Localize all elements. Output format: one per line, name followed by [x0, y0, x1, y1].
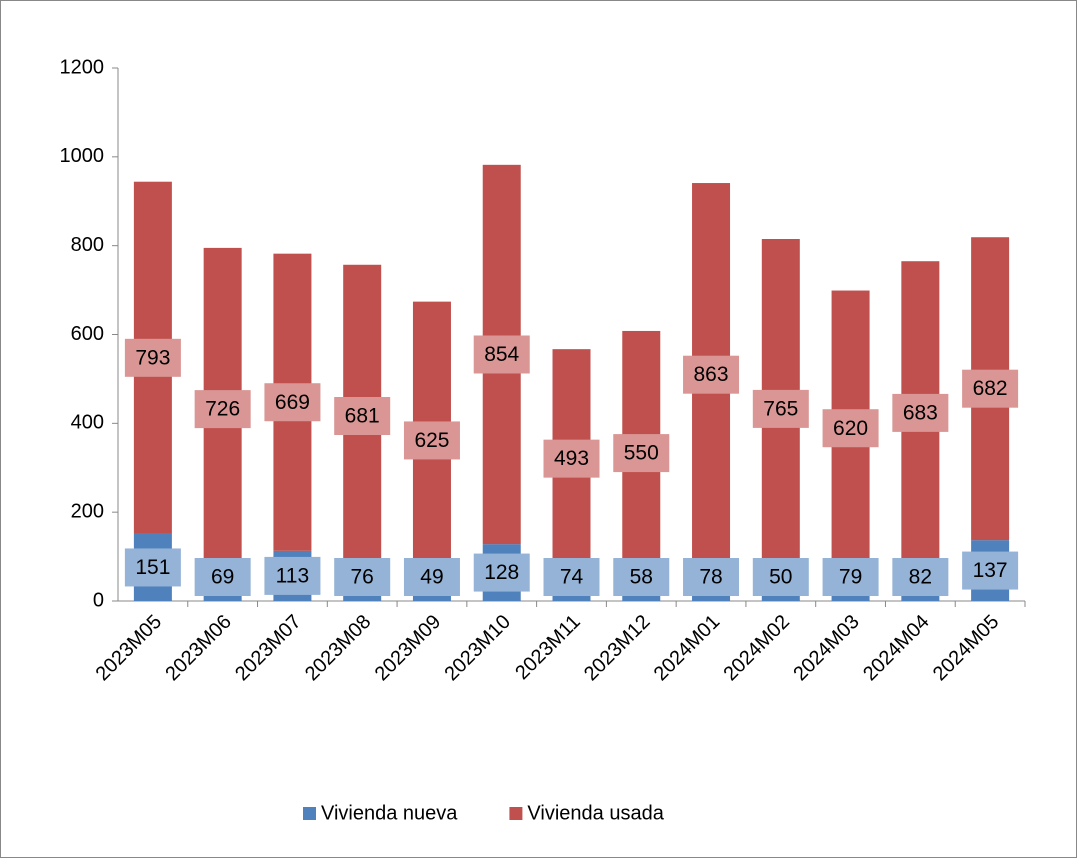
- data-label: 681: [345, 405, 380, 428]
- data-label-box: [962, 551, 1019, 590]
- data-label: 113: [276, 564, 309, 587]
- data-label: 137: [973, 559, 1008, 582]
- y-tick-label: 0: [93, 589, 104, 611]
- data-label: 58: [630, 566, 653, 589]
- data-label-box: [752, 389, 809, 428]
- data-label: 74: [560, 566, 584, 589]
- y-tick-label: 200: [71, 500, 104, 522]
- y-tick-label: 800: [71, 234, 104, 256]
- data-label-box: [334, 558, 391, 596]
- data-label: 493: [554, 447, 589, 470]
- data-label: 49: [420, 566, 443, 589]
- data-label-box: [613, 434, 670, 473]
- data-label: 76: [351, 566, 374, 589]
- data-label: 793: [135, 346, 170, 369]
- data-label: 620: [833, 417, 868, 440]
- data-label-box: [124, 548, 181, 587]
- y-tick-label: 1200: [60, 56, 105, 78]
- data-label: 69: [211, 566, 234, 589]
- legend-label: Vivienda nueva: [321, 802, 458, 824]
- data-label: 669: [275, 391, 310, 414]
- data-label-box: [543, 439, 600, 478]
- data-label-box: [892, 393, 949, 432]
- data-label: 50: [769, 566, 792, 589]
- data-label-box: [613, 558, 670, 596]
- data-label-box: [752, 558, 809, 596]
- data-label-box: [822, 558, 879, 596]
- data-label-box: [892, 558, 949, 596]
- data-label-box: [194, 390, 251, 429]
- data-label-box: [264, 383, 321, 422]
- data-label-box: [683, 558, 740, 596]
- y-tick-label: 600: [71, 323, 104, 345]
- data-label-box: [822, 409, 879, 448]
- data-label: 82: [909, 566, 932, 589]
- data-label: 78: [699, 566, 722, 589]
- legend-swatch: [509, 807, 523, 820]
- data-label-box: [543, 558, 600, 596]
- data-label-box: [334, 397, 391, 436]
- data-label: 682: [973, 377, 1008, 400]
- data-label-box: [683, 355, 740, 394]
- data-label: 128: [484, 561, 519, 584]
- data-label-box: [473, 335, 530, 374]
- data-label: 550: [624, 442, 659, 465]
- legend-swatch: [303, 807, 316, 820]
- data-label: 625: [414, 429, 449, 452]
- data-label-box: [264, 556, 321, 595]
- data-label: 683: [903, 401, 938, 424]
- y-tick-label: 1000: [60, 145, 105, 167]
- data-label-box: [962, 369, 1019, 408]
- data-label-box: [124, 338, 181, 377]
- data-label-box: [194, 558, 251, 596]
- data-label: 151: [135, 556, 170, 579]
- data-label: 765: [763, 397, 798, 420]
- data-label-box: [403, 421, 460, 460]
- data-label: 79: [839, 566, 862, 589]
- data-label-box: [403, 558, 460, 596]
- data-label: 854: [484, 343, 519, 366]
- y-tick-label: 400: [71, 412, 104, 434]
- data-label-box: [473, 553, 530, 592]
- legend-label: Vivienda usada: [527, 802, 664, 824]
- data-label: 863: [694, 363, 729, 386]
- data-label: 726: [205, 398, 240, 421]
